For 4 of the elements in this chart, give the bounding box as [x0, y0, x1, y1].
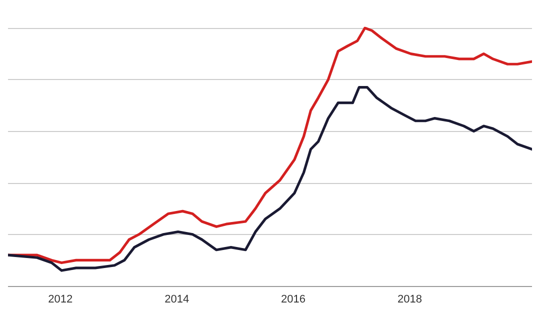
- x-tick-label: 2016: [281, 294, 306, 306]
- x-tick-label: 2018: [397, 294, 422, 306]
- x-tick-label: 2012: [48, 294, 73, 306]
- x-tick-label: 2014: [164, 294, 190, 306]
